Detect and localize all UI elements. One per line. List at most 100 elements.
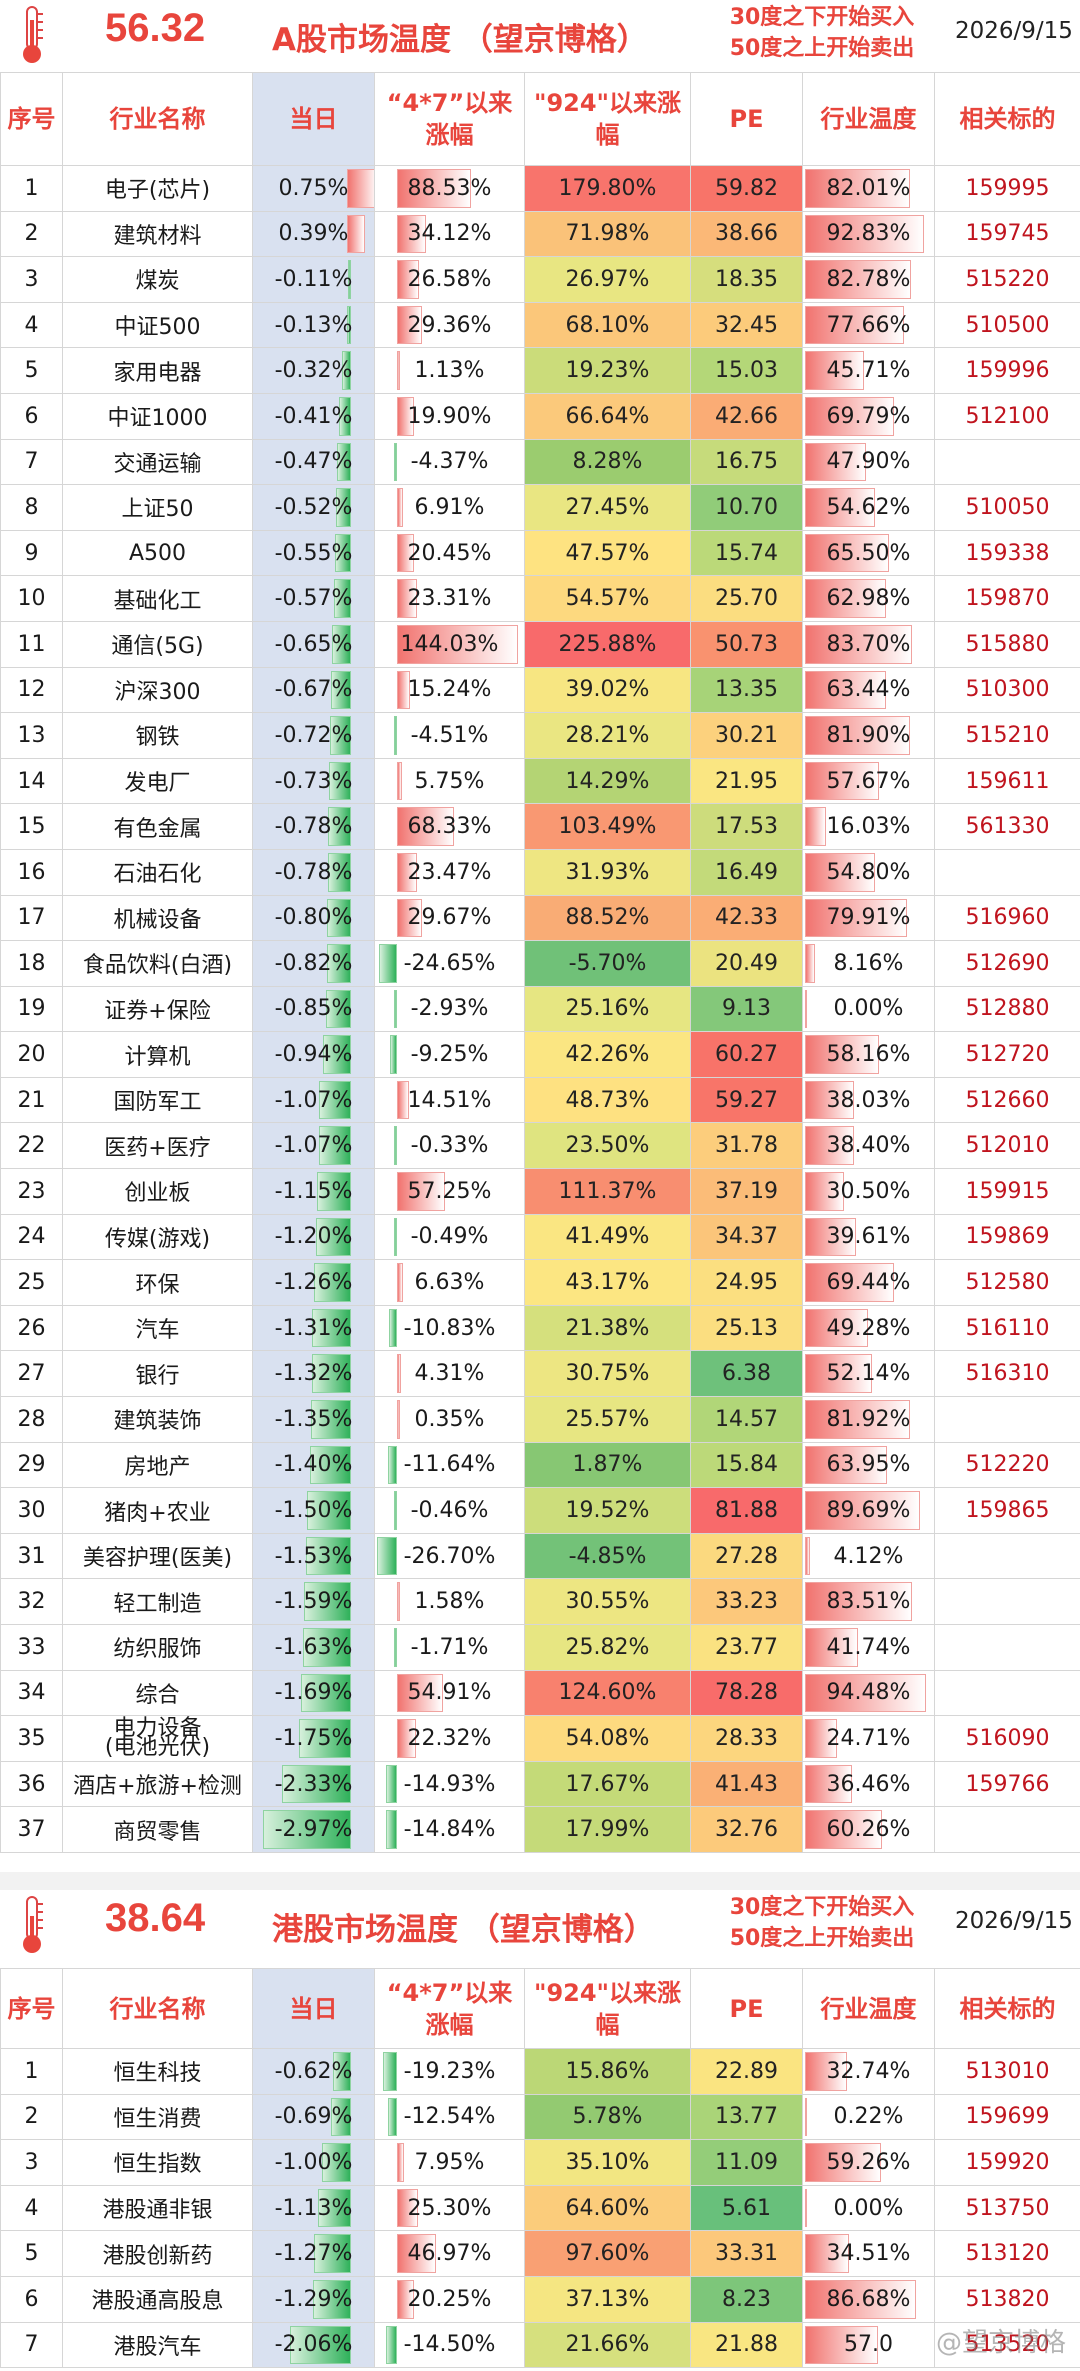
day-change: -1.27% (252, 2230, 375, 2277)
day-change: -0.73% (252, 757, 375, 805)
day-change-bar (306, 1491, 351, 1530)
pe-value: 30.21 (690, 712, 803, 759)
since-47-change-text: 5.75% (414, 768, 485, 794)
pe-value-text: 16.49 (715, 859, 778, 885)
a-share-table: 序号 行业名称 当日 “4*7”以来涨幅 "924"以来涨幅 PE 行业温度 相关标的 1 电子(… (0, 72, 1080, 1853)
column-header-temp: 行业温度 (802, 1968, 935, 2049)
day-change: -0.55% (252, 529, 375, 577)
day-change-bar (347, 214, 365, 254)
industry-name: 发电厂 (62, 757, 253, 805)
table-row: 7 交通运输 -0.47% -4.37% 8.28% 16.75 47.90% (0, 438, 1080, 486)
day-change-bar (299, 1719, 351, 1758)
related-fund-code (934, 1396, 1080, 1443)
since-47-change-text: -0.33% (410, 1133, 489, 1159)
industry-name: 家用电器 (62, 347, 253, 394)
since-47-change: -0.33% (374, 1122, 525, 1170)
industry-temperature: 38.03% (802, 1076, 935, 1124)
day-change: -1.35% (252, 1396, 375, 1443)
since-47-change-text: -19.23% (403, 2058, 496, 2084)
day-change-text: -1.35% (274, 1406, 353, 1432)
industry-name-text: 计算机 (124, 1044, 191, 1070)
since-924-change: 35.10% (524, 2139, 691, 2186)
since-47-change-text: -0.46% (410, 1498, 489, 1524)
industry-temperature-bar (805, 852, 876, 892)
since-924-change: 17.67% (524, 1760, 691, 1808)
day-change-text: -1.27% (274, 2241, 353, 2267)
industry-temperature-text: 79.91% (826, 905, 911, 931)
industry-temperature: 89.69% (802, 1487, 935, 1534)
industry-temperature: 57.67% (802, 757, 935, 805)
industry-temperature: 34.51% (802, 2230, 935, 2277)
industry-name: 上证50 (62, 484, 253, 531)
day-change-text: -1.15% (274, 1178, 353, 1204)
table-row: 9 A500 -0.55% 20.45% 47.57% 15.74 65.50% 159338 (0, 529, 1080, 577)
since-924-change: 8.28% (524, 438, 691, 486)
table-row: 23 创业板 -1.15% 57.25% 111.37% 37.19 30.50% 15991… (0, 1168, 1080, 1215)
pe-value-text: 42.66 (715, 403, 778, 429)
industry-temperature: 65.50% (802, 529, 935, 577)
industry-name-text: 中证500 (114, 315, 201, 341)
since-924-change-text: 30.55% (565, 1589, 650, 1615)
industry-name-text: 轻工制造 (113, 1591, 202, 1617)
since-924-change: 23.50% (524, 1122, 691, 1170)
row-index: 19 (0, 985, 63, 1033)
related-fund-code: 159699 (934, 2093, 1080, 2141)
buy-rule: 30度之下开始买入 (729, 5, 915, 30)
row-index: 2 (0, 2093, 63, 2141)
since-47-change: 6.63% (374, 1259, 525, 1306)
since-47-change: -4.51% (374, 712, 525, 759)
day-change-bar (329, 716, 351, 755)
since-924-change-text: -5.70% (568, 950, 647, 976)
industry-temperature-text: 34.51% (826, 2241, 911, 2267)
industry-temperature-text: 49.28% (826, 1315, 911, 1341)
day-change-text: -0.73% (274, 768, 353, 794)
table-row: 22 医药+医疗 -1.07% -0.33% 23.50% 31.78 38.40% 5120… (0, 1122, 1080, 1170)
hk-share-title-row: 38.64 港股市场温度 （望京博格） 30度之下开始买入 50度之上开始卖出 … (0, 1890, 1080, 1960)
day-change-text: -1.13% (274, 2195, 353, 2221)
industry-name: 食品饮料(白酒) (62, 940, 253, 987)
thermometer-icon (23, 6, 43, 63)
related-fund-code (934, 438, 1080, 486)
industry-name: 港股汽车 (62, 2321, 253, 2369)
industry-temperature-bar (805, 1536, 811, 1576)
industry-name-text: 国防军工 (113, 1090, 202, 1116)
day-change-bar (325, 989, 351, 1029)
industry-temperature-bar (805, 716, 910, 755)
row-index-text: 31 (17, 1543, 46, 1569)
pe-value: 25.13 (690, 1304, 803, 1352)
day-change: -1.15% (252, 1168, 375, 1215)
since-924-change: 14.29% (524, 757, 691, 805)
related-fund-code: 513820 (934, 2275, 1080, 2323)
since-924-change: -5.70% (524, 940, 691, 987)
row-index-text: 4 (24, 2195, 39, 2221)
day-change-bar (327, 852, 351, 892)
day-change-bar (329, 761, 351, 801)
related-fund-code-text: 512580 (965, 1270, 1050, 1296)
pe-value-text: 37.19 (715, 1178, 778, 1204)
industry-temperature: 79.91% (802, 894, 935, 942)
since-924-change-text: 14.29% (565, 768, 650, 794)
since-47-change-text: -4.37% (410, 449, 489, 475)
since-47-change-text: 46.97% (407, 2241, 492, 2267)
day-change-text: -0.78% (274, 814, 353, 840)
since-47-bar (397, 2188, 419, 2228)
industry-temperature: 36.46% (802, 1760, 935, 1808)
since-47-bar (387, 2097, 397, 2137)
since-924-change: 47.57% (524, 529, 691, 577)
industry-temperature-text: 63.44% (826, 677, 911, 703)
pe-value: 31.78 (690, 1122, 803, 1170)
industry-temperature: 0.22% (802, 2093, 935, 2141)
since-924-change-text: 66.64% (565, 403, 650, 429)
industry-temperature-text: 86.68% (826, 2286, 911, 2312)
day-change-text: -1.32% (274, 1361, 353, 1387)
since-924-change: 5.78% (524, 2093, 691, 2141)
row-index: 28 (0, 1396, 63, 1443)
table-row: 25 环保 -1.26% 6.63% 43.17% 24.95 69.44% 512580 (0, 1259, 1080, 1306)
industry-name: 港股创新药 (62, 2230, 253, 2277)
related-fund-code-text: 515880 (965, 631, 1050, 657)
related-fund-code-text: 513820 (965, 2286, 1050, 2312)
pe-value-text: 32.45 (715, 312, 778, 338)
day-change-text: -0.41% (274, 403, 353, 429)
day-change: -0.13% (252, 301, 375, 349)
since-924-change-text: 88.52% (565, 905, 650, 931)
